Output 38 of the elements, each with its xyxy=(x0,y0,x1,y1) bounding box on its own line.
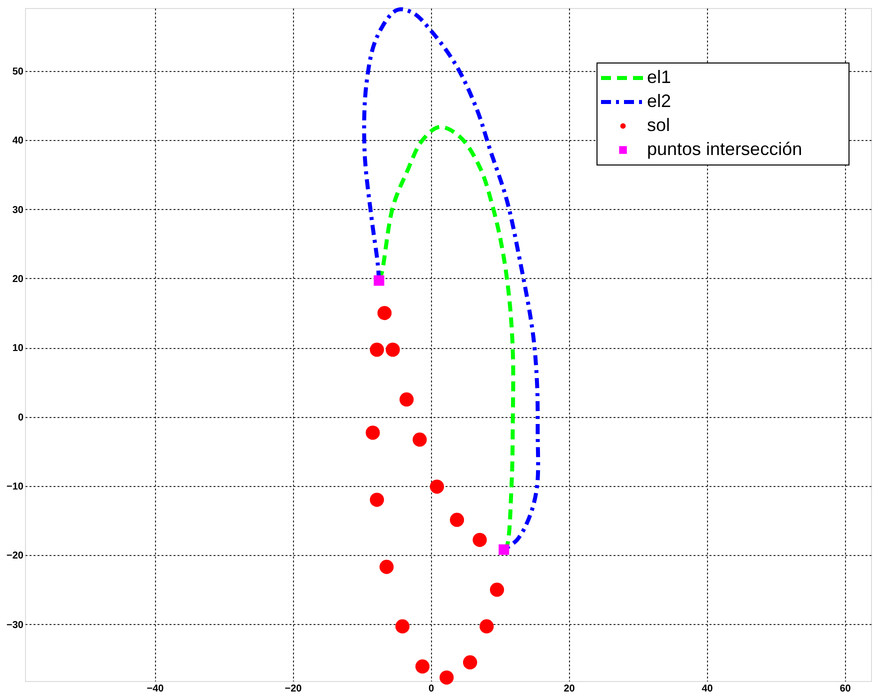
legend-label: el1 xyxy=(647,67,672,87)
point xyxy=(412,432,427,447)
point xyxy=(366,426,380,440)
point xyxy=(472,532,487,547)
point xyxy=(400,392,414,407)
point xyxy=(395,619,410,634)
point xyxy=(370,342,384,357)
y-tick-label: 50 xyxy=(12,66,24,78)
point xyxy=(430,480,444,494)
y-tick-label: 20 xyxy=(12,274,24,285)
legend-label: puntos intersección xyxy=(647,139,802,159)
y-tick-label: 10 xyxy=(12,343,24,354)
y-tick-label: −10 xyxy=(6,481,24,492)
y-tick-label: 30 xyxy=(12,204,24,216)
point xyxy=(374,275,384,286)
x-tick-label: −20 xyxy=(284,684,302,694)
x-tick-label: 0 xyxy=(428,684,434,694)
point xyxy=(380,560,394,574)
y-tick-label: −20 xyxy=(6,550,24,562)
point xyxy=(386,342,400,357)
x-tick-label: 40 xyxy=(702,684,714,694)
x-tick-label: 20 xyxy=(564,684,576,694)
y-tick-label: 40 xyxy=(12,136,24,147)
point xyxy=(377,306,392,320)
point xyxy=(480,619,494,634)
point xyxy=(498,544,510,555)
x-tick-label: −40 xyxy=(146,684,164,694)
legend-label: el2 xyxy=(647,91,672,111)
legend-label: sol xyxy=(647,115,670,135)
point xyxy=(450,512,464,527)
point xyxy=(463,655,478,670)
point xyxy=(370,492,384,507)
y-tick-label: −30 xyxy=(6,620,24,631)
point xyxy=(440,670,454,685)
point xyxy=(415,659,430,674)
x-tick-label: 60 xyxy=(840,684,852,694)
point xyxy=(490,582,504,597)
y-tick-label: 0 xyxy=(18,412,24,424)
